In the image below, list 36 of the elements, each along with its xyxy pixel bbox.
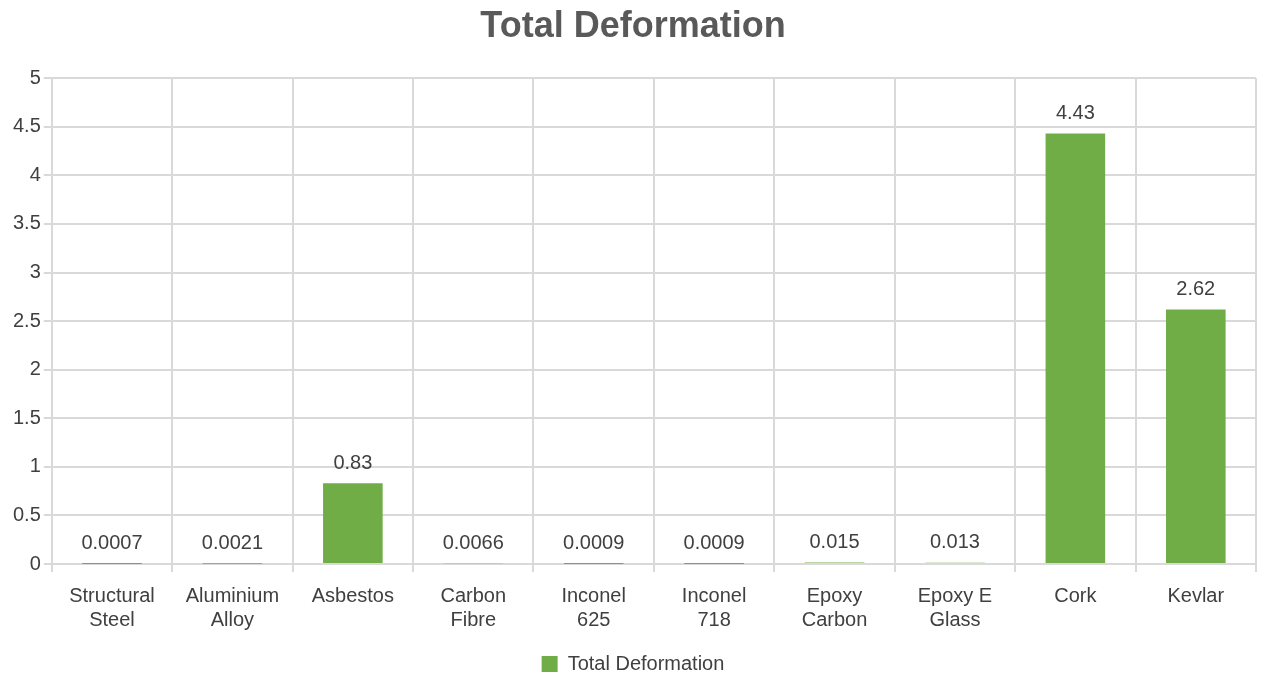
y-tick-label: 0 <box>29 551 41 574</box>
y-tick-label: 4 <box>29 162 41 185</box>
data-label: 0.013 <box>929 530 980 553</box>
x-tick-label: Kevlar <box>1167 583 1225 606</box>
x-tick-label: Asbestos <box>311 583 394 606</box>
x-tick-label: Inconel 718 <box>681 583 747 630</box>
data-label: 0.0007 <box>81 531 143 554</box>
y-tick-label: 2.5 <box>12 308 41 331</box>
data-label: 0.83 <box>333 450 373 473</box>
y-tick-label: 3.5 <box>12 211 41 234</box>
y-tick-label: 5 <box>29 65 41 88</box>
bar <box>1165 309 1226 563</box>
y-tick-label: 0.5 <box>12 502 41 525</box>
data-label: 0.015 <box>809 530 860 553</box>
data-label: 0.0066 <box>442 530 504 553</box>
x-tick-label: Cork <box>1054 583 1098 606</box>
y-tick-label: 2 <box>29 357 41 380</box>
y-tick-label: 3 <box>29 260 41 283</box>
chart-title: Total Deformation <box>480 3 786 45</box>
x-tick-label: Inconel 625 <box>561 583 626 630</box>
data-label: 0.0009 <box>683 531 745 554</box>
y-tick-label: 1.5 <box>12 405 41 428</box>
y-tick-label: 4.5 <box>12 114 41 137</box>
legend-label: Total Deformation <box>567 651 725 674</box>
x-tick-label: Structural Steel <box>69 583 155 630</box>
x-tick-label: Aluminium Alloy <box>185 583 280 630</box>
data-label: 0.0021 <box>201 531 264 554</box>
y-tick-label: 1 <box>29 454 41 477</box>
bar <box>323 483 383 563</box>
data-label: 4.43 <box>1055 101 1095 124</box>
x-tick-label: Carbon Fibre <box>440 583 507 630</box>
bar <box>1045 133 1106 563</box>
data-label: 0.0009 <box>563 531 625 554</box>
x-tick-label: Epoxy E Glass <box>917 583 993 630</box>
x-tick-label: Epoxy Carbon <box>801 583 868 630</box>
data-label: 2.62 <box>1176 276 1216 299</box>
